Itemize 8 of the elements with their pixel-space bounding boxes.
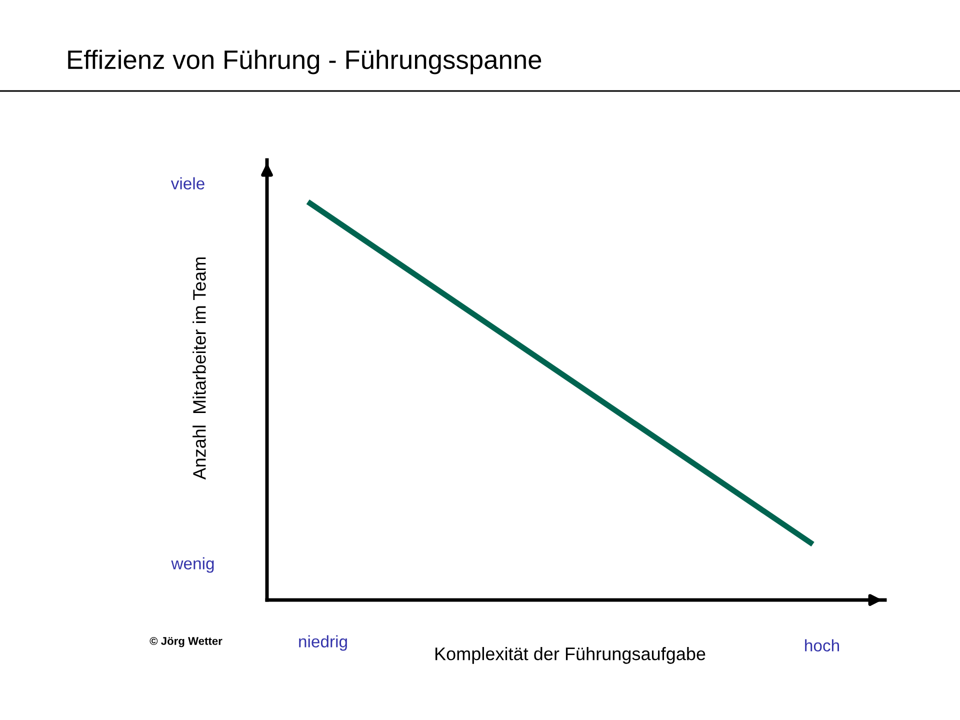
- text: wenig: [171, 557, 214, 573]
- x-axis-title: Komplexität der Führungsaufgabe: [435, 647, 706, 664]
- text: niedrig: [299, 635, 347, 651]
- text: viele: [170, 177, 204, 190]
- chart-title: Effizienz von Führung - Führungsspanne: [68, 50, 542, 74]
- y-axis-title: Anzahl Mitarbeiter im Team: [192, 257, 206, 480]
- text: hoch: [805, 639, 839, 652]
- text: © Jörg Wetter: [150, 637, 222, 648]
